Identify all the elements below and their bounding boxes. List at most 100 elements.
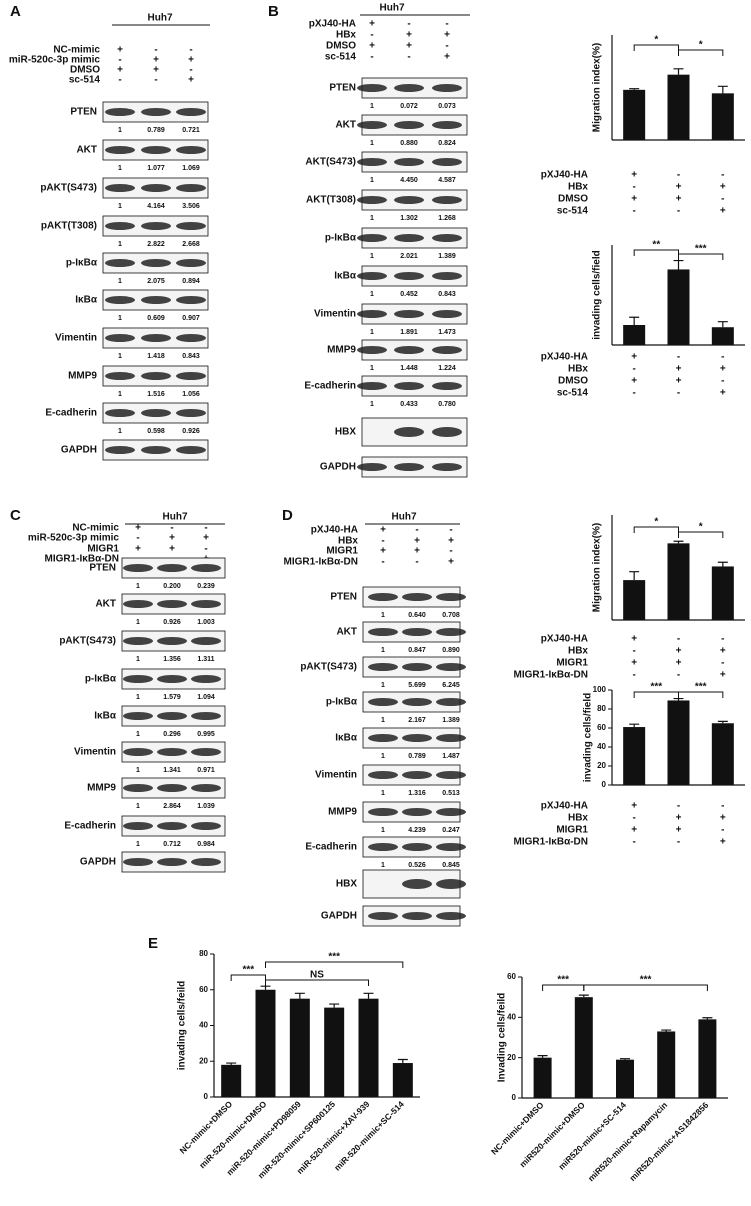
condition-sign: +	[448, 536, 454, 547]
condition-sign: +	[676, 813, 682, 824]
condition-sign: -	[381, 536, 384, 547]
condition-label: pXJ40-HA	[541, 170, 588, 181]
condition-sign: +	[631, 634, 637, 645]
condition-sign: +	[631, 170, 637, 181]
blot-band	[176, 222, 206, 230]
condition-sign: +	[676, 825, 682, 836]
band-quantity: 1	[381, 862, 385, 869]
blot-band	[176, 146, 206, 154]
band-quantity: 1	[136, 656, 140, 663]
condition-sign: +	[676, 364, 682, 375]
condition-sign: +	[448, 557, 454, 568]
band-quantity: 1.224	[438, 365, 456, 372]
condition-sign: -	[632, 364, 635, 375]
condition-sign: +	[720, 837, 726, 848]
band-quantity: 2.021	[400, 253, 418, 260]
error-bar	[260, 985, 271, 990]
blot-band	[402, 593, 432, 601]
error-bar	[717, 321, 728, 328]
band-quantity: 6.245	[442, 682, 460, 689]
blot-band	[436, 771, 466, 779]
blot-band	[394, 463, 424, 471]
band-quantity: 1	[370, 329, 374, 336]
x-tick-label: miR520-mimic+AS1842856	[627, 1100, 710, 1183]
significance-bracket	[265, 979, 369, 986]
blot-band	[176, 409, 206, 417]
condition-sign: +	[676, 658, 682, 669]
condition-label: MIGR1-IκBα-DN	[284, 557, 359, 568]
condition-sign: +	[720, 206, 726, 217]
blot-band	[432, 463, 462, 471]
blot-band	[157, 748, 187, 756]
blot-band	[105, 184, 135, 192]
band-quantity: 1	[370, 103, 374, 110]
cell-line: Huh7	[392, 512, 417, 523]
band-quantity: 1	[381, 827, 385, 834]
blot-band	[432, 272, 462, 280]
error-bar	[673, 540, 684, 544]
error-bar	[661, 1029, 672, 1032]
blot-label: MMP9	[87, 783, 116, 794]
y-tick-label: 40	[199, 1021, 208, 1030]
condition-label: HBx	[568, 364, 588, 375]
condition-sign: -	[721, 658, 724, 669]
blot-label: pAKT(S473)	[40, 183, 97, 194]
blot-label: p-IκBα	[326, 697, 358, 708]
band-quantity: 0.073	[438, 103, 456, 110]
band-quantity: 1.268	[438, 215, 456, 222]
error-bar	[629, 571, 640, 581]
panel-letter: E	[148, 935, 158, 952]
band-quantity: 0.845	[442, 862, 460, 869]
band-quantity: 0.907	[182, 315, 200, 322]
band-quantity: 2.864	[163, 803, 181, 810]
condition-sign: +	[720, 646, 726, 657]
y-tick-label: 40	[507, 1012, 516, 1021]
bar	[711, 723, 734, 785]
error-bar	[673, 68, 684, 75]
blot-band	[394, 84, 424, 92]
blot-label: AKT	[95, 599, 116, 610]
band-quantity: 1	[118, 165, 122, 172]
blot-label: AKT(T308)	[306, 195, 356, 206]
band-quantity: 0.843	[438, 291, 456, 298]
condition-sign: -	[677, 801, 680, 812]
condition-label: MIGR1-IκBα-DN	[45, 554, 120, 565]
blot-band	[368, 843, 398, 851]
y-tick-label: 60	[507, 972, 516, 981]
blot-band	[141, 108, 171, 116]
condition-label: HBx	[568, 646, 588, 657]
blot-band	[368, 698, 398, 706]
band-quantity: 1	[136, 694, 140, 701]
error-bar	[717, 561, 728, 567]
blot-band	[141, 146, 171, 154]
significance-bracket	[633, 249, 679, 256]
blot-label: PTEN	[89, 563, 116, 574]
band-quantity: 0.452	[400, 291, 418, 298]
band-quantity: 1	[381, 753, 385, 760]
condition-label: MIGR1	[556, 658, 588, 669]
blot-band	[157, 637, 187, 645]
blot-band	[394, 427, 424, 437]
condition-sign: +	[369, 41, 375, 52]
y-axis-label: invading cells/field	[592, 250, 603, 339]
y-tick-label: 60	[199, 985, 208, 994]
condition-sign: -	[445, 19, 448, 30]
blot-band	[176, 446, 206, 454]
error-bar	[629, 316, 640, 325]
band-quantity: 0.072	[400, 103, 418, 110]
condition-sign: +	[720, 813, 726, 824]
blot-band	[141, 409, 171, 417]
condition-sign: -	[407, 52, 410, 63]
blot-label: AKT	[336, 627, 357, 638]
significance-label: ***	[557, 975, 569, 986]
bar	[657, 1031, 676, 1098]
band-quantity: 5.699	[408, 682, 426, 689]
blot-band	[436, 698, 466, 706]
band-quantity: 0.971	[197, 767, 215, 774]
y-tick-label: 60	[597, 723, 606, 732]
condition-sign: +	[676, 182, 682, 193]
bar	[574, 997, 593, 1098]
blot-band	[105, 108, 135, 116]
band-quantity: 1	[370, 253, 374, 260]
band-quantity: 1	[118, 353, 122, 360]
